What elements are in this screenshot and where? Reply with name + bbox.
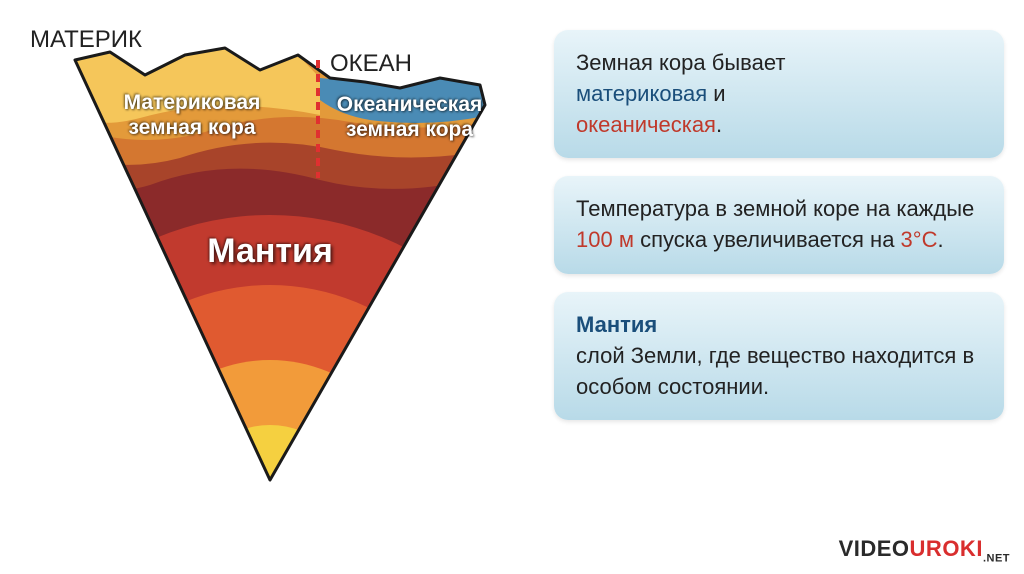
info3-text: слой Земли, где вещество находится в осо… [576,343,974,399]
info-box-mantle: Мантия слой Земли, где вещество находитс… [554,292,1004,420]
info1-and: и [707,81,725,106]
info-box-crust-types: Земная кора бывает материковая и океанич… [554,30,1004,158]
oceanic-crust-label-1: Океаническая [337,93,483,116]
info1-ocean: океаническая [576,112,716,137]
watermark-part2: UROKI [910,536,983,561]
watermark-part1: VIDEO [839,536,910,561]
info2-text-b: спуска увеличивается на [634,227,901,252]
info3-title: Мантия [576,312,657,337]
info2-dot: . [937,227,943,252]
info1-materik: материковая [576,81,707,106]
oceanic-crust-label-2: земная кора [346,118,473,141]
earth-crust-diagram: МАТЕРИК ОКЕАН Материковая земная кора Ок… [0,0,530,500]
info1-dot: . [716,112,722,137]
continental-crust-label-2: земная кора [128,116,255,139]
info1-text-a: Земная кора бывает [576,50,785,75]
info-box-temperature: Температура в земной коре на каждые 100 … [554,176,1004,274]
oceanic-crust-label: Океаническая земная кора [322,92,497,142]
watermark: VIDEOUROKI.NET [839,536,1010,564]
info2-3c: 3°С [901,227,938,252]
watermark-net: .NET [983,552,1010,564]
ocean-label: ОКЕАН [330,50,412,78]
mantle-label: Мантия [180,232,360,271]
continental-crust-label: Материковая земная кора [92,90,292,140]
info2-text-a: Температура в земной коре на каждые [576,196,974,221]
continental-crust-label-1: Материковая [124,91,261,114]
info2-100m: 100 м [576,227,634,252]
continent-label: МАТЕРИК [30,26,142,54]
info-panel: Земная кора бывает материковая и океанич… [554,30,1004,420]
